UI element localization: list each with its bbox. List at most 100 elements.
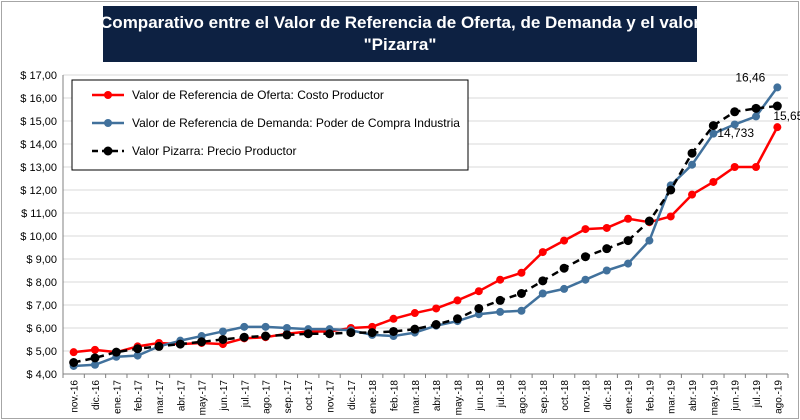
series-lines (69, 83, 782, 370)
data-point (240, 322, 249, 331)
x-tick-label: dic.-16 (91, 380, 102, 410)
x-tick-label: may.-18 (453, 380, 464, 416)
legend-box (71, 79, 469, 171)
data-point (282, 324, 291, 332)
data-point (389, 326, 399, 336)
x-tick-label: ene.-18 (368, 380, 379, 414)
x-tick-label: abr.-18 (432, 380, 443, 412)
data-point (133, 351, 142, 360)
data-point (752, 163, 761, 171)
data-point (623, 236, 633, 246)
x-tick-label: jul.-18 (496, 380, 507, 409)
x-tick-label: dic.-18 (603, 380, 614, 410)
series-line-1 (73, 126, 779, 354)
y-tick-label: $ 8,00 (26, 277, 57, 289)
data-point (560, 236, 569, 245)
data-point (773, 83, 782, 92)
data-point (517, 268, 526, 277)
data-point (218, 335, 228, 344)
data-point (367, 328, 377, 338)
data-point (261, 322, 270, 331)
data-point (730, 120, 739, 129)
x-tick-label: sep.-18 (539, 380, 550, 414)
data-point (346, 328, 356, 338)
y-tick-label: $ 16,00 (20, 93, 57, 105)
data-point (560, 284, 569, 293)
data-point (90, 360, 99, 369)
x-tick-label: jul.-17 (240, 380, 251, 409)
data-point (69, 358, 79, 367)
x-tick-label: feb.-19 (645, 380, 656, 412)
legend-entry: Valor de Referencia de Oferta: Costo Pro… (132, 88, 384, 102)
data-point (602, 244, 612, 254)
x-tick-label: sep.-17 (283, 380, 294, 414)
y-tick-label: $ 10,00 (20, 231, 57, 243)
data-point (111, 347, 121, 357)
y-tick-label: $ 14,00 (20, 139, 57, 151)
x-tick-label: ago.-18 (517, 380, 528, 414)
data-point (175, 339, 185, 349)
y-tick-label: $ 12,00 (20, 185, 57, 197)
data-point (218, 327, 227, 336)
x-tick-label: mar.-19 (667, 380, 678, 414)
x-tick-label: mar.-18 (411, 380, 422, 414)
y-tick-label: $ 13,00 (20, 162, 57, 174)
data-point (432, 304, 441, 313)
data-label: 16,46 (735, 70, 765, 84)
data-point (773, 123, 782, 132)
data-point (644, 216, 654, 226)
data-point (751, 103, 761, 113)
x-tick-label: feb.-17 (134, 380, 145, 412)
data-point (730, 163, 739, 171)
y-tick-label: $ 9,00 (26, 254, 57, 266)
legend-swatch-marker (104, 119, 112, 127)
data-point (410, 309, 419, 318)
chart-title-line2: "Pizarra" (363, 35, 437, 54)
y-tick-labels: $ 4,00 $ 5,00 $ 6,00 $ 7,00 $ 8,00 $ 9,00 $ 10… (20, 70, 57, 381)
x-tick-label: jun.-19 (731, 380, 742, 412)
y-tick-label: $ 4,00 (26, 369, 57, 381)
data-point (133, 344, 143, 354)
x-tick-label: mar.-17 (155, 380, 166, 414)
data-point (261, 331, 271, 341)
data-point (69, 348, 78, 357)
x-tick-label: may.-17 (198, 380, 209, 416)
chart-title-line1: Comparativo entre el Valor de Referencia… (100, 13, 700, 32)
data-point (645, 236, 654, 245)
x-tick-label: abr.-17 (176, 380, 187, 412)
data-point (602, 266, 611, 275)
data-point (688, 190, 697, 199)
data-point (624, 259, 633, 268)
legend: Valor de Referencia de Oferta: Costo Pro… (71, 79, 469, 171)
y-tick-label: $ 11,00 (21, 208, 57, 220)
data-point (538, 248, 547, 257)
x-tick-label: jul.-19 (752, 380, 763, 409)
x-tick-label: ene.-17 (112, 380, 123, 414)
data-point (325, 329, 335, 339)
data-point (688, 160, 697, 169)
x-tick-label: oct.-17 (304, 380, 315, 411)
x-tick-label: dic.-17 (347, 380, 358, 410)
x-tick-label: nov.-16 (70, 380, 81, 413)
chart-title: Comparativo entre el Valor de Referencia… (100, 6, 700, 62)
data-point (197, 337, 207, 347)
data-point (709, 177, 718, 186)
y-tick-label: $ 6,00 (26, 323, 57, 335)
axes (62, 75, 789, 378)
data-point (709, 129, 718, 138)
x-tick-label: jun.-17 (219, 380, 230, 412)
data-point (239, 332, 249, 342)
x-tick-label: ago.-17 (262, 380, 273, 414)
data-label: 14,733 (717, 126, 754, 140)
data-point (496, 275, 505, 284)
data-point (666, 212, 675, 221)
series-line-2 (73, 86, 779, 368)
data-point (666, 185, 676, 195)
data-point (538, 276, 548, 286)
y-tick-label: $ 17,00 (20, 70, 57, 82)
data-point (687, 148, 697, 158)
data-point (90, 353, 100, 363)
data-point (602, 223, 611, 232)
data-point (581, 275, 590, 284)
